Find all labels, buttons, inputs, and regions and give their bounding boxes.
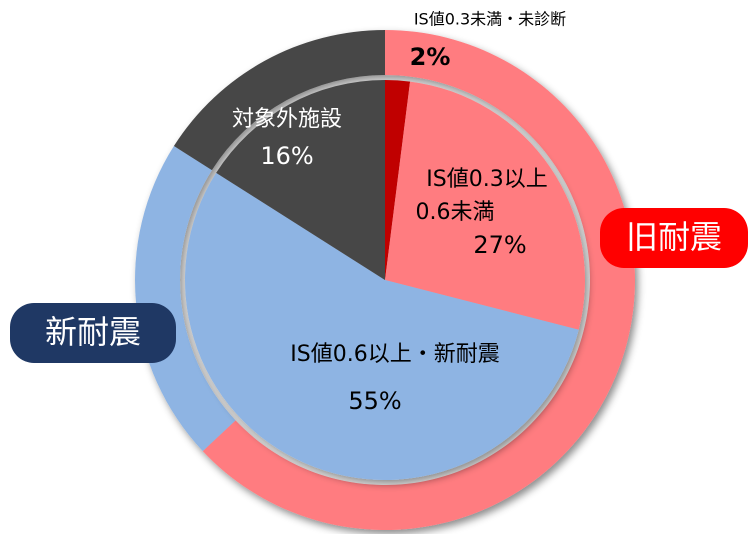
outer-segment bbox=[173, 30, 385, 171]
value-label: 2% bbox=[410, 43, 451, 71]
outer-ring bbox=[135, 30, 635, 530]
value-label: 16% bbox=[260, 142, 313, 170]
value-label: 27% bbox=[473, 231, 526, 259]
value-label: 55% bbox=[348, 387, 401, 415]
labels: IS値0.3未満・未診断 2% IS値0.3以上 0.6未満 27% IS値0.6以上・新… bbox=[10, 10, 748, 415]
ring-label: 新耐震 bbox=[45, 313, 141, 351]
slice-label: IS値0.3以上 bbox=[426, 167, 547, 192]
slice-label: IS値0.3未満・未診断 bbox=[414, 10, 566, 29]
outer-segment bbox=[135, 146, 236, 452]
ring-label: 旧耐震 bbox=[626, 218, 722, 256]
slice-label: 0.6未満 bbox=[416, 200, 495, 225]
outer-segment bbox=[202, 30, 635, 530]
pie-slice bbox=[184, 172, 579, 481]
pie-slice bbox=[385, 80, 411, 280]
ring-label-box bbox=[600, 208, 748, 268]
ring-label-box bbox=[10, 303, 176, 363]
pie-slice bbox=[216, 79, 385, 280]
slice-label: IS値0.6以上・新耐震 bbox=[290, 342, 499, 367]
pie-slice bbox=[385, 81, 585, 330]
slice-label: 対象外施設 bbox=[232, 107, 342, 132]
inner-pie bbox=[184, 79, 585, 481]
